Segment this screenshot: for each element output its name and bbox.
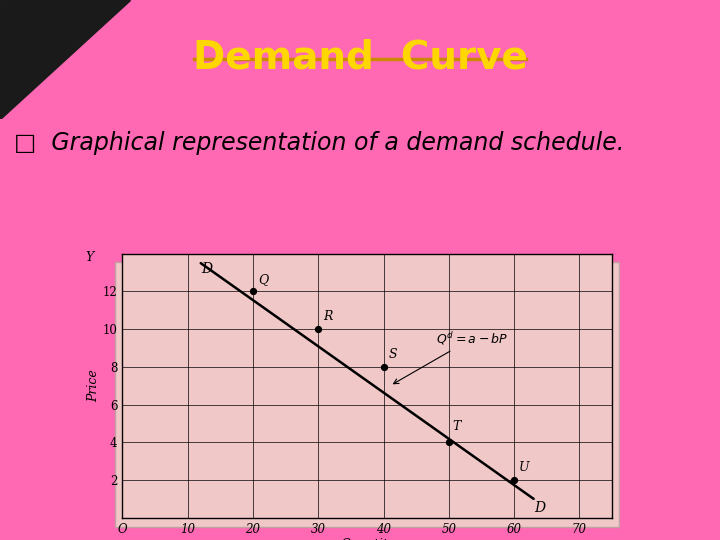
- FancyBboxPatch shape: [115, 262, 619, 528]
- Point: [443, 438, 454, 447]
- Point: [508, 476, 520, 484]
- Text: $Q^d = a - bP$: $Q^d = a - bP$: [394, 330, 508, 384]
- X-axis label: Quantity: Quantity: [340, 538, 395, 540]
- Y-axis label: Price: Price: [87, 369, 100, 402]
- Text: U: U: [519, 461, 530, 474]
- Text: R: R: [323, 310, 333, 323]
- Text: Q: Q: [258, 273, 269, 286]
- Text: D: D: [202, 262, 213, 276]
- Point: [247, 287, 258, 296]
- Polygon shape: [0, 0, 130, 119]
- Text: T: T: [452, 420, 460, 433]
- Text: S: S: [389, 348, 397, 361]
- Text: □  Graphical representation of a demand schedule.: □ Graphical representation of a demand s…: [14, 131, 625, 156]
- Point: [378, 362, 390, 371]
- Point: [312, 325, 324, 334]
- Text: Demand  Curve: Demand Curve: [192, 38, 528, 76]
- Text: Y: Y: [86, 251, 94, 264]
- Text: D: D: [535, 501, 546, 515]
